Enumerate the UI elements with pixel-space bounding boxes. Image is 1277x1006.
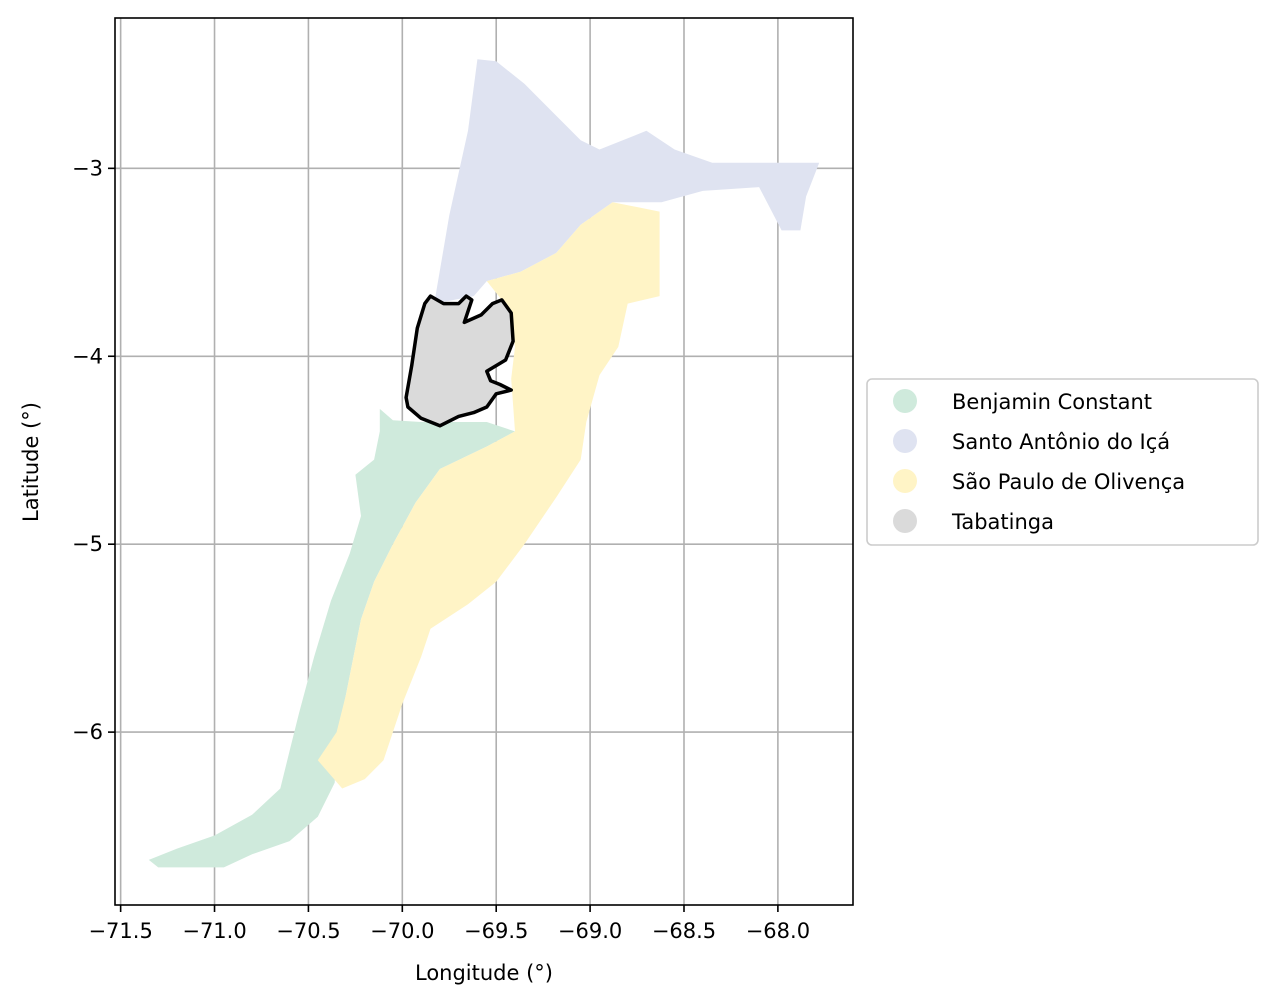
x-tick-label: −70.5 bbox=[276, 919, 340, 943]
legend: Benjamin Constant Santo Antônio do Içá São… bbox=[866, 378, 1259, 546]
legend-marker bbox=[893, 469, 917, 493]
x-axis-label: Longitude (°) bbox=[415, 961, 553, 985]
x-tick-label: −71.5 bbox=[88, 919, 152, 943]
x-tick-label: −69.0 bbox=[558, 919, 622, 943]
legend-label: Benjamin Constant bbox=[952, 390, 1152, 414]
legend-marker bbox=[893, 429, 917, 453]
x-tick-label: −69.5 bbox=[464, 919, 528, 943]
legend-marker bbox=[893, 509, 917, 533]
legend-marker bbox=[893, 389, 917, 413]
legend-label: Tabatinga bbox=[951, 510, 1054, 534]
axis-ticks: −71.5 −71.0 −70.5 −70.0 −69.5 −69.0 −68.5 −68.0… bbox=[72, 156, 810, 943]
region-santo-antonio-do-ica bbox=[434, 59, 820, 304]
region-polygons bbox=[148, 59, 820, 868]
legend-label: Santo Antônio do Içá bbox=[952, 430, 1170, 454]
x-tick-label: −71.0 bbox=[182, 919, 246, 943]
x-tick-label: −70.0 bbox=[370, 919, 434, 943]
y-axis-label: Latitude (°) bbox=[19, 402, 43, 522]
region-sao-paulo-de-olivenca bbox=[317, 202, 660, 789]
y-tick-label: −3 bbox=[72, 156, 103, 180]
y-tick-label: −5 bbox=[72, 532, 103, 556]
legend-box bbox=[866, 378, 1259, 546]
axes-frame bbox=[114, 17, 854, 906]
region-tabatinga bbox=[404, 294, 515, 428]
y-tick-label: −6 bbox=[72, 720, 103, 744]
region-benjamin-constant bbox=[148, 408, 516, 868]
legend-label: São Paulo de Olivença bbox=[952, 470, 1185, 494]
x-tick-label: −68.5 bbox=[652, 919, 716, 943]
x-tick-label: −68.0 bbox=[746, 919, 810, 943]
y-tick-label: −4 bbox=[72, 344, 103, 368]
